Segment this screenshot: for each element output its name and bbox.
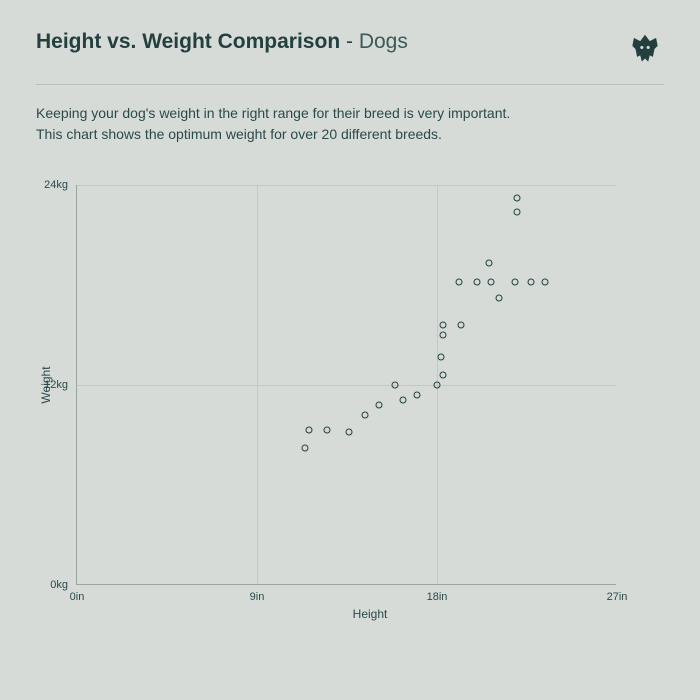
x-tick: 18in — [427, 591, 448, 603]
data-point — [392, 382, 399, 389]
data-point — [514, 195, 521, 202]
y-tick: 12kg — [44, 379, 68, 391]
title-bold: Height vs. Weight Comparison — [36, 30, 340, 53]
data-point — [542, 278, 549, 285]
data-point — [474, 278, 481, 285]
data-point — [488, 278, 495, 285]
data-point — [434, 382, 441, 389]
plot-area: 0in9in18in27in0kg12kg24kg — [76, 185, 616, 585]
gridline-horizontal — [77, 385, 616, 386]
data-point — [346, 428, 353, 435]
scatter-chart: Weight 0in9in18in27in0kg12kg24kg Height — [76, 185, 664, 585]
x-axis-label: Height — [353, 607, 388, 621]
x-tick: 0in — [70, 591, 85, 603]
data-point — [514, 208, 521, 215]
y-tick: 0kg — [50, 579, 68, 591]
data-point — [302, 445, 309, 452]
x-tick: 27in — [607, 591, 628, 603]
x-tick: 9in — [250, 591, 265, 603]
data-point — [512, 278, 519, 285]
data-point — [376, 402, 383, 409]
subtitle: Keeping your dog's weight in the right r… — [36, 103, 664, 145]
subtitle-line2: This chart shows the optimum weight for … — [36, 124, 664, 145]
data-point — [438, 353, 445, 360]
data-point — [456, 278, 463, 285]
header: Height vs. Weight Comparison - Dogs — [36, 30, 664, 85]
subtitle-line1: Keeping your dog's weight in the right r… — [36, 103, 664, 124]
page-title: Height vs. Weight Comparison - Dogs — [36, 30, 408, 54]
data-point — [414, 392, 421, 399]
gridline-horizontal — [77, 185, 616, 186]
data-point — [496, 295, 503, 302]
data-point — [362, 412, 369, 419]
title-subject: Dogs — [359, 30, 408, 53]
y-tick: 24kg — [44, 179, 68, 191]
data-point — [440, 372, 447, 379]
data-point — [486, 260, 493, 267]
data-point — [458, 322, 465, 329]
title-sep: - — [340, 30, 359, 53]
data-point — [324, 427, 331, 434]
data-point — [440, 332, 447, 339]
data-point — [400, 397, 407, 404]
dog-icon — [626, 30, 664, 68]
data-point — [306, 427, 313, 434]
data-point — [440, 322, 447, 329]
data-point — [528, 278, 535, 285]
